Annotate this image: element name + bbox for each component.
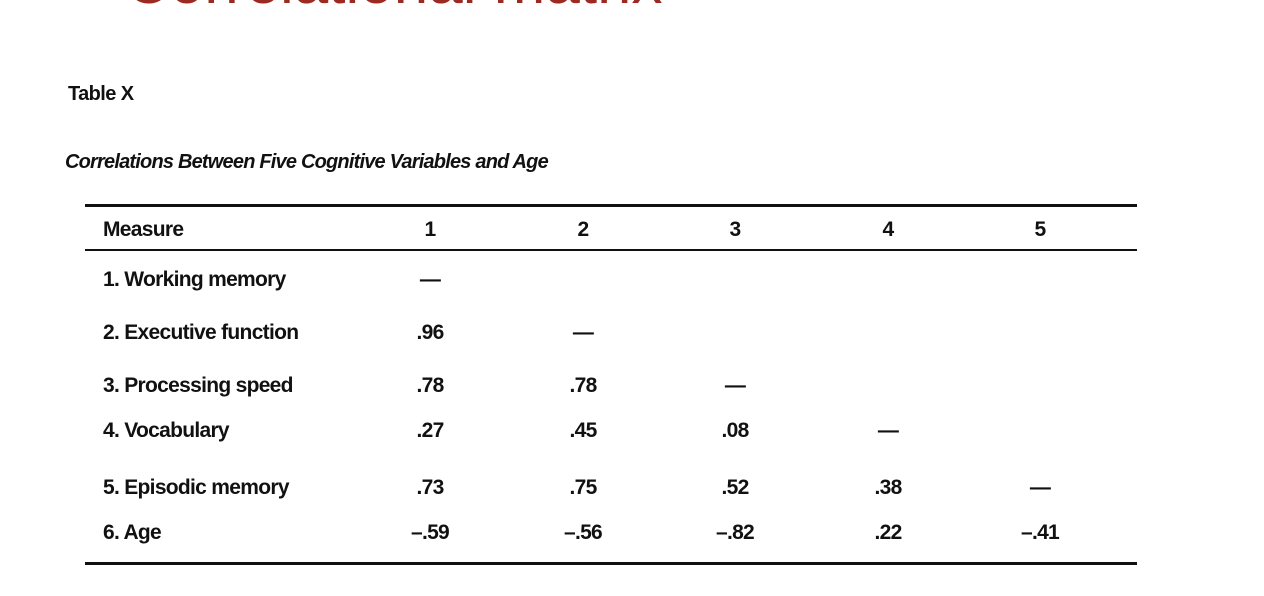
table-cell: —: [724, 374, 746, 397]
table-cell: .08: [721, 419, 749, 442]
row-label: 3. Processing speed: [103, 374, 293, 397]
table-cell: —: [1029, 476, 1051, 499]
table-cell: –.41: [1020, 521, 1060, 544]
table-cell: .22: [874, 521, 902, 544]
table-cell: .52: [721, 476, 749, 499]
header-cell: 2: [577, 218, 590, 241]
table-cell: .27: [416, 419, 444, 442]
table-cell: –.56: [563, 521, 603, 544]
table-cell: —: [877, 419, 899, 442]
row-label: 5. Episodic memory: [103, 476, 290, 499]
table-cell: .96: [416, 321, 444, 344]
header-cell: 4: [882, 218, 895, 241]
slide-title: Correlational matrix: [125, 0, 663, 18]
header-cell: 5: [1034, 218, 1047, 241]
row-label: 2. Executive function: [103, 321, 299, 344]
table-cell: .38: [874, 476, 902, 499]
table-cell: —: [419, 268, 441, 291]
table-cell: –.59: [410, 521, 450, 544]
row-label: 6. Age: [103, 521, 162, 544]
header-cell: 3: [729, 218, 742, 241]
table-cell: .78: [416, 374, 444, 397]
table-cell: –.82: [715, 521, 755, 544]
table-cell: .73: [416, 476, 444, 499]
header-rule: [85, 249, 1137, 251]
table-label: Table X: [68, 83, 134, 105]
table-cell: .78: [569, 374, 597, 397]
row-label: 1. Working memory: [103, 268, 286, 291]
table-caption: Correlations Between Five Cognitive Vari…: [65, 151, 549, 173]
bottom-rule: [85, 562, 1137, 565]
table-cell: .75: [569, 476, 597, 499]
top-rule: [85, 204, 1137, 207]
table-cell: —: [572, 321, 594, 344]
header-cell: 1: [424, 218, 437, 241]
row-label: 4. Vocabulary: [103, 419, 230, 442]
table-cell: .45: [569, 419, 597, 442]
header-cell: Measure: [103, 218, 184, 241]
